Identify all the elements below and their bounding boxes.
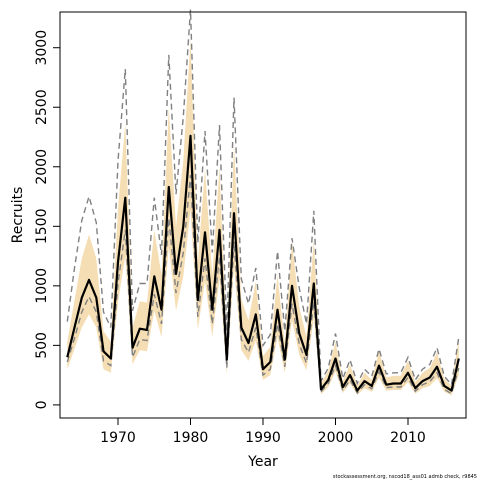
y-tick-label-3000: 3000 <box>34 30 50 66</box>
x-axis-title: Year <box>247 454 278 470</box>
estimate-layer <box>66 134 460 392</box>
y-tick-label-1000: 1000 <box>34 268 50 304</box>
x-tick-label-2010: 2010 <box>390 430 426 446</box>
y-tick-label-2000: 2000 <box>34 149 50 185</box>
y-axis-title: Recruits <box>10 187 26 244</box>
x-tick-label-1990: 1990 <box>245 430 281 446</box>
confidence-band-layer <box>67 38 459 396</box>
y-tick-label-1500: 1500 <box>34 208 50 244</box>
confidence-band <box>67 38 459 396</box>
x-tick-label-1970: 1970 <box>100 430 136 446</box>
y-axis: 0 500 1000 1500 2000 2500 3000 <box>34 30 60 409</box>
y-tick-label-0: 0 <box>34 400 50 409</box>
bounds-layer <box>66 9 460 395</box>
x-tick-label-2000: 2000 <box>318 430 354 446</box>
x-axis: 1970 1980 1990 2000 2010 <box>100 418 426 446</box>
footnote: stockassessment.org, nscod18_ass01 admb … <box>333 474 477 480</box>
bound-upper-line <box>66 9 460 387</box>
y-tick-label-500: 500 <box>34 332 50 359</box>
x-tick-label-1980: 1980 <box>173 430 209 446</box>
bound-lower-line <box>66 175 460 395</box>
estimate-line <box>66 134 460 392</box>
y-tick-label-2500: 2500 <box>34 89 50 125</box>
